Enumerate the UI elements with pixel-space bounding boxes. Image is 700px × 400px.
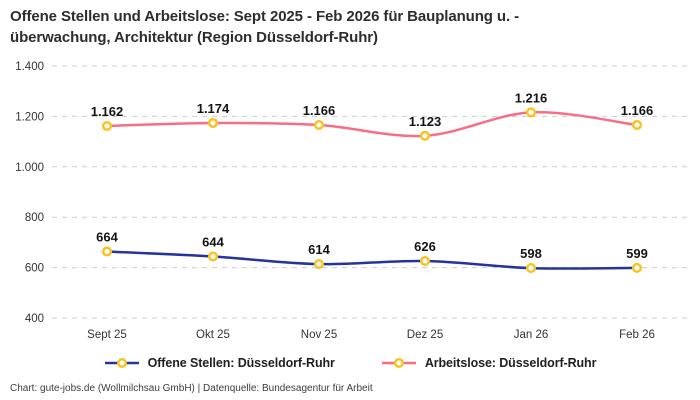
attribution-footer: Chart: gute-jobs.de (Wollmilchsau GmbH) … bbox=[10, 383, 373, 394]
data-point-value-label: 599 bbox=[626, 246, 648, 261]
line-chart-plot-area: 400 600 800 1.000 1.200 1.400 Sept 25 Okt 25 Nov… bbox=[15, 61, 690, 341]
data-point-marker[interactable] bbox=[525, 107, 537, 118]
y-axis-tick-label: 1.000 bbox=[15, 162, 44, 174]
x-axis-tick-label: Nov 25 bbox=[301, 329, 337, 341]
x-axis-tick-label: Dez 25 bbox=[407, 329, 443, 341]
data-point-value-label: 1.174 bbox=[197, 101, 230, 116]
data-point-marker[interactable] bbox=[101, 120, 113, 132]
data-point-value-label: 1.166 bbox=[621, 103, 654, 118]
legend-label-arbeitslose: Arbeitslose: Düsseldorf-Ruhr bbox=[424, 356, 597, 370]
y-axis-tick-label: 1.400 bbox=[15, 61, 44, 73]
legend-label-offene-stellen: Offene Stellen: Düsseldorf-Ruhr bbox=[147, 356, 335, 370]
y-axis-tick-label: 1.200 bbox=[15, 111, 44, 123]
data-point-marker[interactable] bbox=[101, 246, 113, 257]
series-line bbox=[105, 110, 639, 138]
legend-marker-offene-stellen-icon bbox=[104, 357, 139, 369]
data-point-marker[interactable] bbox=[313, 119, 325, 131]
data-point-marker[interactable] bbox=[631, 262, 643, 273]
data-point-marker[interactable] bbox=[631, 119, 643, 131]
chart-title-line2: überwachung, Architektur (Region Düsseld… bbox=[10, 29, 378, 46]
data-point-value-label: 626 bbox=[414, 239, 436, 254]
data-point-value-label: 1.162 bbox=[91, 104, 124, 119]
x-axis-tick-label: Sept 25 bbox=[87, 329, 127, 341]
y-axis-tick-label: 400 bbox=[25, 313, 44, 325]
data-point-value-label: 598 bbox=[520, 246, 542, 261]
data-point-value-label: 664 bbox=[96, 230, 118, 245]
data-point-value-label: 1.216 bbox=[515, 90, 548, 105]
data-point-value-label: 614 bbox=[308, 242, 330, 257]
legend-marker-arbeitslose-icon bbox=[381, 357, 416, 369]
chart-legend: Offene Stellen: Düsseldorf-Ruhr Arbeitsl… bbox=[0, 356, 700, 370]
series-line bbox=[105, 250, 639, 270]
data-point-value-label: 644 bbox=[202, 235, 224, 250]
x-axis-tick-label: Feb 26 bbox=[619, 329, 655, 341]
y-axis-tick-label: 800 bbox=[25, 212, 44, 224]
y-axis-tick-label: 600 bbox=[25, 263, 44, 275]
chart-title: Offene Stellen und Arbeitslose: Sept 202… bbox=[10, 6, 686, 48]
data-point-marker[interactable] bbox=[207, 117, 219, 129]
data-point-value-label: 1.166 bbox=[303, 103, 336, 118]
data-point-marker[interactable] bbox=[419, 255, 431, 267]
chart-title-line1: Offene Stellen und Arbeitslose: Sept 202… bbox=[10, 8, 520, 25]
data-point-marker[interactable] bbox=[525, 263, 537, 274]
x-axis-tick-label: Okt 25 bbox=[196, 329, 230, 341]
legend-item-arbeitslose[interactable]: Arbeitslose: Düsseldorf-Ruhr bbox=[381, 356, 597, 370]
data-point-marker[interactable] bbox=[313, 259, 325, 270]
data-point-value-label: 1.123 bbox=[409, 114, 442, 129]
data-point-marker[interactable] bbox=[207, 251, 219, 262]
legend-item-offene-stellen[interactable]: Offene Stellen: Düsseldorf-Ruhr bbox=[104, 356, 335, 370]
x-axis-tick-label: Jan 26 bbox=[514, 329, 549, 341]
data-point-marker[interactable] bbox=[419, 130, 431, 141]
